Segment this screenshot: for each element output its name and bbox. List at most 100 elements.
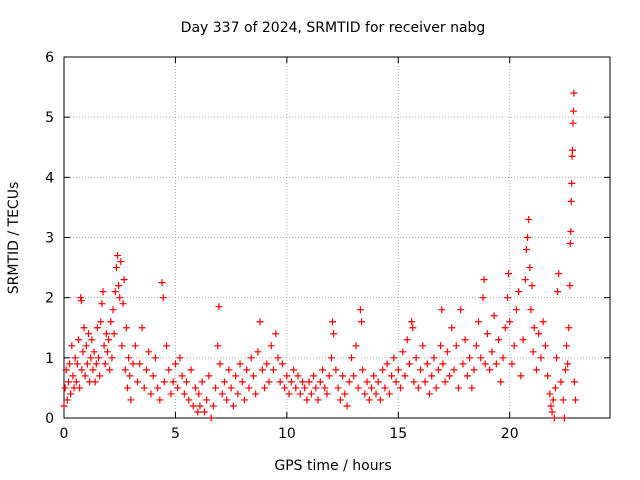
data-point <box>383 360 391 368</box>
x-tick-label: 0 <box>60 426 69 442</box>
data-point <box>327 354 335 362</box>
data-point <box>492 360 500 368</box>
data-point <box>89 366 97 374</box>
data-point <box>563 342 571 350</box>
y-tick-label: 3 <box>45 231 54 247</box>
data-point <box>314 396 322 404</box>
data-point <box>118 342 126 350</box>
data-point <box>470 366 478 374</box>
x-tick-label: 15 <box>389 426 407 442</box>
data-point <box>569 107 577 115</box>
data-point <box>112 264 120 272</box>
data-point <box>147 390 155 398</box>
data-point <box>368 384 376 392</box>
data-point <box>564 360 572 368</box>
data-point <box>138 324 146 332</box>
data-point <box>480 276 488 284</box>
data-point <box>354 384 362 392</box>
y-tick-label: 1 <box>45 351 54 367</box>
data-point <box>454 384 462 392</box>
data-point <box>345 378 353 386</box>
data-point <box>115 282 123 290</box>
data-point <box>180 390 188 398</box>
data-point <box>90 348 98 356</box>
data-point <box>392 378 400 386</box>
data-point <box>479 294 487 302</box>
data-point <box>555 270 563 278</box>
data-point <box>388 372 396 380</box>
data-point <box>100 342 108 350</box>
data-point <box>216 360 224 368</box>
data-point <box>517 372 525 380</box>
data-point <box>441 378 449 386</box>
data-point <box>519 336 527 344</box>
data-point <box>566 240 574 248</box>
data-point <box>66 360 74 368</box>
data-point <box>358 318 366 326</box>
data-point <box>105 336 113 344</box>
data-point <box>194 408 202 416</box>
data-point <box>529 348 537 356</box>
data-point <box>325 372 333 380</box>
data-point <box>521 276 529 284</box>
data-point <box>165 366 173 374</box>
data-point <box>124 384 132 392</box>
data-point <box>234 390 242 398</box>
data-point <box>394 366 402 374</box>
data-point <box>571 396 579 404</box>
data-point <box>81 372 89 380</box>
data-point <box>501 324 509 332</box>
data-point <box>209 402 217 410</box>
data-point <box>347 354 355 362</box>
data-point <box>569 146 577 154</box>
y-tick-label: 5 <box>45 110 54 126</box>
data-point <box>381 384 389 392</box>
data-point <box>174 384 182 392</box>
data-point <box>292 384 300 392</box>
data-point <box>185 396 193 404</box>
data-point <box>205 372 213 380</box>
data-point <box>113 252 121 260</box>
data-point <box>149 372 157 380</box>
data-point <box>167 390 175 398</box>
data-point <box>116 294 124 302</box>
data-point <box>568 179 576 187</box>
data-point <box>551 384 559 392</box>
data-point <box>108 354 116 362</box>
data-point <box>200 408 208 416</box>
data-point <box>69 372 77 380</box>
data-point <box>296 390 304 398</box>
data-point <box>72 378 80 386</box>
data-point <box>336 396 344 404</box>
data-point <box>430 354 438 362</box>
data-point <box>421 378 429 386</box>
data-point <box>339 372 347 380</box>
data-point <box>554 288 562 296</box>
data-point <box>390 354 398 362</box>
data-point <box>561 366 569 374</box>
x-axis-label: GPS time / hours <box>274 458 391 474</box>
data-point <box>499 354 507 362</box>
data-point <box>537 354 545 362</box>
data-point <box>459 360 467 368</box>
data-point <box>305 378 313 386</box>
data-point <box>101 360 109 368</box>
data-point <box>567 227 575 235</box>
data-point <box>423 360 431 368</box>
data-point <box>526 264 534 272</box>
data-point <box>401 372 409 380</box>
data-point <box>528 282 536 290</box>
data-point <box>227 384 235 392</box>
data-point <box>461 336 469 344</box>
data-point <box>477 354 485 362</box>
data-point <box>74 336 82 344</box>
data-point <box>405 360 413 368</box>
data-point <box>142 366 150 374</box>
data-point <box>158 279 166 287</box>
data-point <box>80 324 88 332</box>
x-tick-label: 5 <box>171 426 180 442</box>
data-point <box>121 366 129 374</box>
data-point <box>229 402 237 410</box>
data-point <box>569 119 577 127</box>
data-point <box>399 348 407 356</box>
